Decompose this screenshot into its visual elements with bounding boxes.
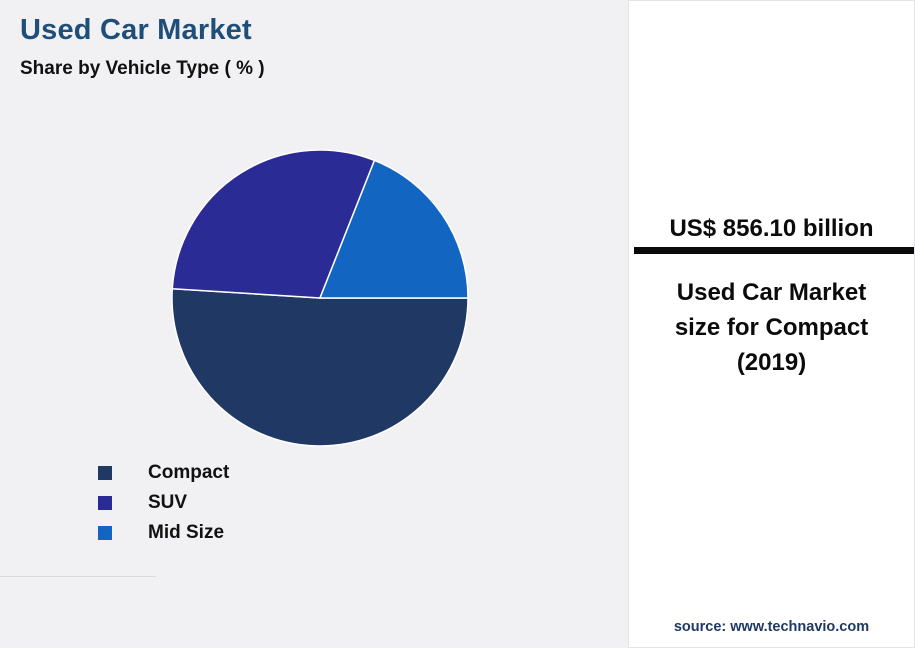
legend-item-mid-size: Mid Size [98,518,229,548]
legend-item-compact: Compact [98,458,229,488]
chart-legend: Compact SUV Mid Size [98,458,229,548]
legend-swatch-suv [98,496,112,510]
pie-slice-suv [171,149,376,299]
pie-chart [171,149,469,447]
pie-slice-compact [171,287,469,447]
pie-chart-container [170,148,470,448]
highlight-caption: Used Car Market size for Compact (2019) [674,279,869,376]
legend-label-compact: Compact [148,462,230,483]
legend-label-mid-size: Mid Size [148,522,225,543]
highlight-value: US$ 856.10 billion [669,215,874,242]
pie-slice-mid-size [318,159,469,299]
chart-subtitle: Share by Vehicle Type ( % ) [20,58,265,79]
page-title: Used Car Market [20,14,252,46]
legend-label-suv: SUV [148,492,188,513]
bottom-left-divider [0,576,156,577]
legend-swatch-compact [98,466,112,480]
legend-item-suv: SUV [98,488,229,518]
highlight-panel: US$ 856.10 billion Used Car Market size … [628,0,915,648]
source-credit: source: www.technavio.com [673,619,870,635]
highlight-underline-bar [634,247,914,254]
legend-swatch-mid-size [98,526,112,540]
